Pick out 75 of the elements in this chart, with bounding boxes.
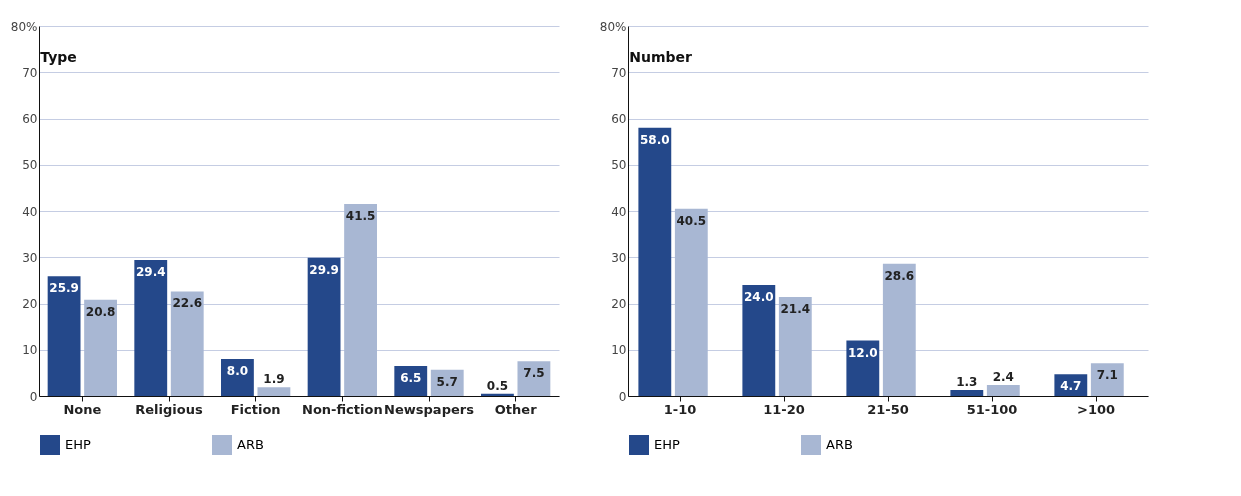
y-tick-label: 80% (10, 19, 38, 34)
legend-label: ARB (826, 437, 853, 452)
legend-label: EHP (654, 437, 680, 452)
x-tick-label: 21-50 (867, 401, 909, 417)
data-label: 1.3 (956, 374, 978, 389)
data-label: 2.4 (992, 369, 1014, 384)
bar (1090, 363, 1124, 396)
x-tick-label: Religious (135, 401, 203, 417)
text: Number (629, 49, 693, 65)
y-tick-label: 70 (611, 65, 627, 80)
data-label: 58.0 (640, 132, 670, 147)
bar (674, 208, 708, 396)
y-tick-label: 70 (22, 65, 38, 80)
y-tick-label: 20 (611, 297, 627, 311)
x-tick-label: None (63, 401, 102, 417)
bar (257, 387, 291, 396)
bar (742, 285, 776, 396)
y-tick-label: 30 (22, 250, 38, 265)
y-tick-label: 50 (611, 158, 627, 173)
data-label: 0.5 (486, 378, 509, 393)
x-tick-label: 11-20 (763, 401, 805, 417)
data-label: 1.9 (263, 372, 285, 387)
x-tick-label: 51-100 (966, 401, 1018, 417)
data-label: 4.7 (1060, 379, 1082, 394)
bar (307, 257, 341, 396)
x-tick-label: Non-fiction (302, 401, 383, 417)
y-tick-label: 50 (22, 158, 38, 173)
bar (778, 297, 812, 396)
x-tick-label: Fiction (230, 401, 281, 417)
y-tick-label: 20 (22, 297, 38, 311)
y-tick-label: 60 (611, 112, 627, 126)
bar (882, 263, 916, 396)
bar (986, 384, 1020, 396)
bar (134, 260, 168, 396)
data-label: 6.5 (400, 370, 422, 385)
bar (950, 389, 984, 396)
y-tick-label: 60 (22, 112, 38, 126)
data-label: 8.0 (226, 364, 249, 378)
x-tick-label: Newspapers (384, 401, 475, 417)
bar (344, 204, 377, 396)
data-label: 25.9 (49, 281, 79, 296)
data-label: 40.5 (676, 213, 707, 228)
data-label: 28.6 (884, 268, 915, 283)
bar (170, 291, 204, 396)
y-tick-label: 40 (22, 204, 38, 219)
data-label: 24.0 (744, 290, 774, 304)
data-label: 29.4 (135, 265, 166, 280)
data-label: 12.0 (848, 345, 878, 360)
x-tick-label: 1-10 (663, 401, 697, 417)
bar (638, 127, 672, 396)
data-label: 21.4 (780, 302, 811, 317)
y-tick-label: 0 (618, 389, 627, 404)
bar (84, 299, 117, 396)
legend-label: ARB (237, 437, 264, 452)
bar (517, 361, 551, 396)
x-tick-label: Other (494, 401, 538, 417)
legend-label: EHP (65, 437, 91, 452)
bar (846, 340, 880, 396)
data-label: 29.9 (309, 262, 339, 277)
text: Type (40, 49, 77, 65)
bar (221, 359, 254, 396)
y-tick-label: 10 (611, 343, 627, 358)
y-tick-label: 0 (29, 389, 38, 404)
y-tick-label: 80% (599, 19, 627, 34)
data-label: 20.8 (85, 304, 116, 319)
data-label: 7.5 (523, 366, 545, 381)
y-tick-label: 40 (611, 204, 627, 219)
y-tick-label: 30 (611, 250, 627, 265)
data-label: 5.7 (436, 374, 458, 389)
y-tick-label: 10 (22, 343, 38, 358)
data-label: 41.5 (345, 209, 376, 224)
bar (47, 276, 81, 396)
data-label: 7.1 (1096, 368, 1118, 383)
data-label: 22.6 (172, 296, 203, 311)
x-tick-label: >100 (1076, 401, 1116, 417)
